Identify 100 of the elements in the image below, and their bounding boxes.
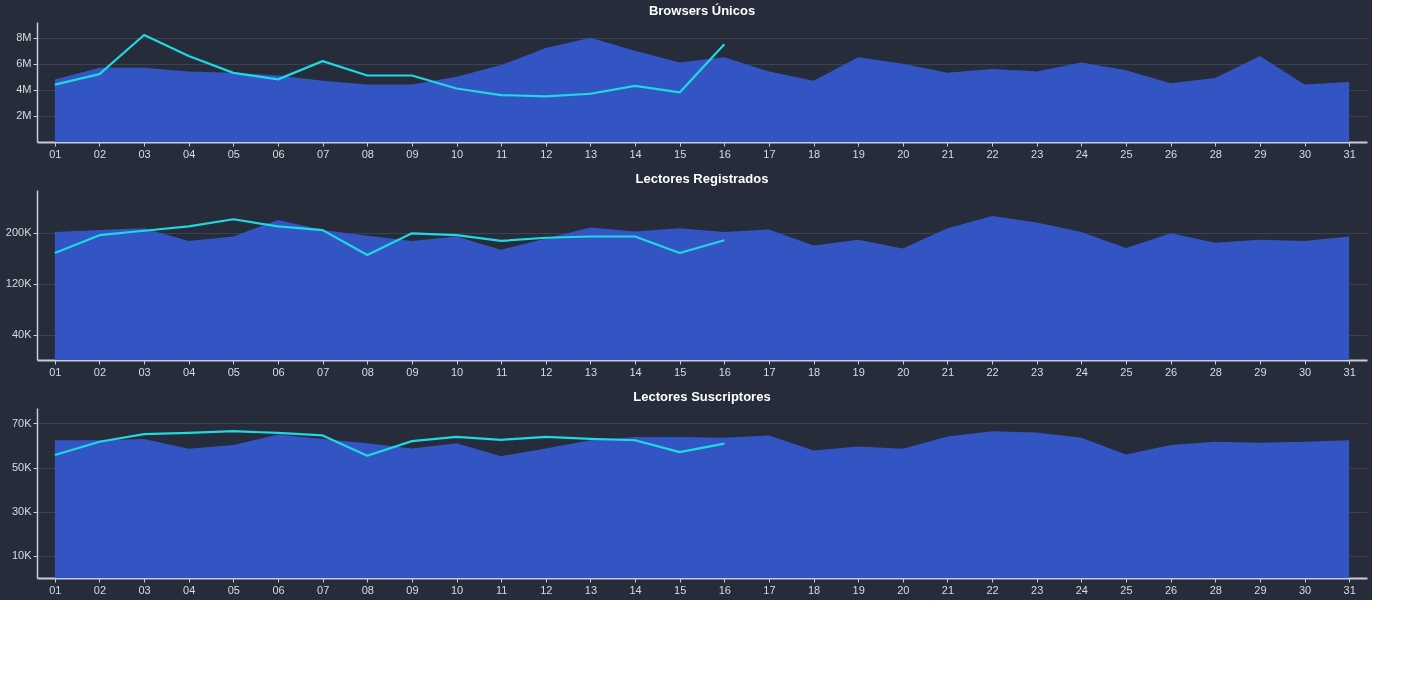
x-tick-label: 25 xyxy=(1120,147,1133,160)
x-tick-label: 07 xyxy=(317,583,330,596)
x-tick-label: 05 xyxy=(227,583,240,596)
x-tick-label: 22 xyxy=(986,365,999,378)
x-tick-label: 02 xyxy=(93,147,107,160)
x-tick-label: 13 xyxy=(584,147,598,160)
x-tick-label: 03 xyxy=(138,147,151,160)
y-tick-label: 50K xyxy=(11,461,33,474)
x-tick-label: 09 xyxy=(406,365,419,378)
x-tick-label: 17 xyxy=(763,583,776,596)
x-tick-label: 10 xyxy=(450,147,464,160)
x-tick-label: 11 xyxy=(495,147,508,160)
x-tick-label: 24 xyxy=(1075,147,1088,160)
x-tick-label: 19 xyxy=(852,147,865,160)
x-tick-label: 13 xyxy=(584,583,598,596)
x-tick-label: 14 xyxy=(629,583,642,596)
x-tick-label: 19 xyxy=(852,365,865,378)
x-tick-label: 06 xyxy=(272,583,285,596)
x-tick-label: 30 xyxy=(1298,583,1312,596)
x-tick-label: 08 xyxy=(361,583,374,596)
x-tick-label: 08 xyxy=(361,365,374,378)
y-tick-label: 8M xyxy=(16,31,32,44)
x-tick-label: 14 xyxy=(629,365,642,378)
x-tick-label: 28 xyxy=(1209,365,1222,378)
x-tick-label: 16 xyxy=(718,583,731,596)
x-tick-label: 09 xyxy=(406,147,419,160)
x-tick-label: 02 xyxy=(93,365,107,378)
x-tick-label: 07 xyxy=(317,147,330,160)
x-tick-label: 08 xyxy=(361,147,374,160)
chart-title: Browsers Únicos xyxy=(648,3,756,18)
x-tick-label: 02 xyxy=(93,583,107,596)
x-tick-label: 21 xyxy=(941,583,955,596)
x-tick-label: 31 xyxy=(1343,365,1356,378)
y-tick-label: 120K xyxy=(5,277,33,290)
line-series xyxy=(53,218,726,257)
x-tick-label: 01 xyxy=(49,147,62,160)
x-tick-label: 12 xyxy=(540,147,553,160)
x-tick-label: 10 xyxy=(450,365,464,378)
y-tick-label: 4M xyxy=(16,83,32,96)
x-tick-label: 13 xyxy=(584,365,598,378)
chart-title: Lectores Suscriptores xyxy=(633,389,771,404)
x-tick-label: 26 xyxy=(1165,147,1178,160)
x-tick-label: 18 xyxy=(807,147,821,160)
x-tick-label: 23 xyxy=(1031,147,1044,160)
y-tick-label: 6M xyxy=(16,57,32,70)
x-tick-label: 29 xyxy=(1254,583,1267,596)
x-tick-label: 28 xyxy=(1209,583,1222,596)
x-tick-label: 16 xyxy=(718,365,731,378)
x-tick-label: 03 xyxy=(138,365,151,378)
x-tick-label: 04 xyxy=(183,365,196,378)
y-tick-label: 40K xyxy=(11,328,33,341)
x-tick-label: 15 xyxy=(674,365,687,378)
x-tick-label: 21 xyxy=(941,147,955,160)
x-tick-label: 04 xyxy=(183,583,196,596)
x-tick-label: 23 xyxy=(1031,365,1044,378)
x-tick-label: 07 xyxy=(317,365,330,378)
x-tick-label: 09 xyxy=(406,583,419,596)
x-tick-label: 22 xyxy=(986,583,999,596)
x-tick-label: 12 xyxy=(540,365,553,378)
chart-title: Lectores Registrados xyxy=(635,171,769,186)
x-tick-label: 04 xyxy=(183,147,196,160)
x-tick-label: 12 xyxy=(540,583,553,596)
y-tick-label: 70K xyxy=(11,416,33,429)
x-tick-label: 25 xyxy=(1120,365,1133,378)
x-tick-label: 05 xyxy=(227,365,240,378)
x-tick-label: 05 xyxy=(227,147,240,160)
x-tick-label: 06 xyxy=(272,147,285,160)
x-tick-label: 16 xyxy=(718,147,731,160)
x-tick-label: 18 xyxy=(807,583,821,596)
x-tick-label: 26 xyxy=(1165,583,1178,596)
x-tick-label: 18 xyxy=(807,365,821,378)
y-tick-label: 30K xyxy=(11,505,33,518)
line-series xyxy=(53,33,726,98)
x-tick-label: 20 xyxy=(897,583,910,596)
x-tick-label: 20 xyxy=(897,147,910,160)
x-tick-label: 21 xyxy=(941,365,955,378)
x-tick-label: 19 xyxy=(852,583,865,596)
x-tick-label: 24 xyxy=(1075,365,1088,378)
y-tick-label: 200K xyxy=(5,226,33,239)
x-tick-label: 30 xyxy=(1298,147,1312,160)
x-tick-label: 17 xyxy=(763,147,776,160)
y-tick-label: 2M xyxy=(16,109,32,122)
x-tick-label: 20 xyxy=(897,365,910,378)
x-tick-label: 24 xyxy=(1075,583,1088,596)
line-series xyxy=(53,430,726,457)
x-tick-label: 14 xyxy=(629,147,642,160)
x-tick-label: 25 xyxy=(1120,583,1133,596)
x-tick-label: 15 xyxy=(674,147,687,160)
x-tick-label: 22 xyxy=(986,147,999,160)
x-tick-label: 26 xyxy=(1165,365,1178,378)
x-tick-label: 10 xyxy=(450,583,464,596)
x-tick-label: 29 xyxy=(1254,365,1267,378)
x-tick-label: 17 xyxy=(763,365,776,378)
x-tick-label: 29 xyxy=(1254,147,1267,160)
x-tick-label: 31 xyxy=(1343,583,1356,596)
x-tick-label: 15 xyxy=(674,583,687,596)
x-tick-label: 11 xyxy=(495,365,508,378)
x-tick-label: 01 xyxy=(49,365,62,378)
x-tick-label: 03 xyxy=(138,583,151,596)
x-tick-label: 31 xyxy=(1343,147,1356,160)
